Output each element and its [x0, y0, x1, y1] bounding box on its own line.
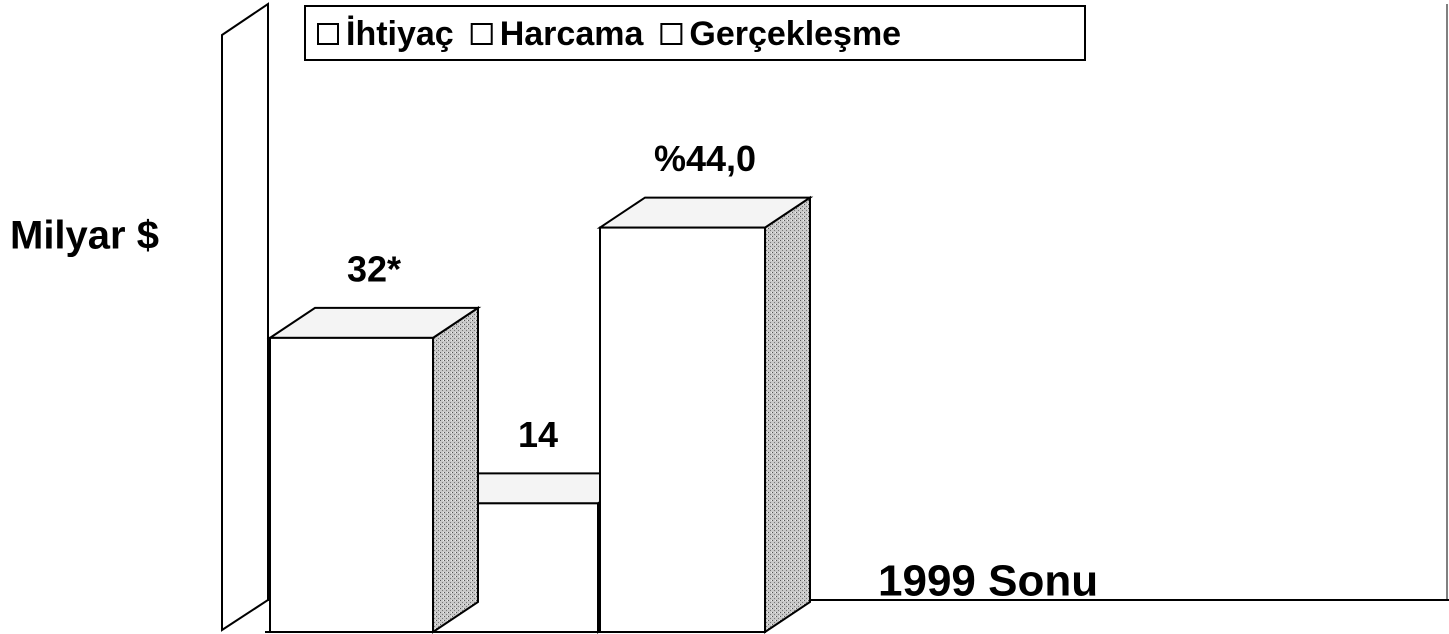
legend-swatch — [660, 23, 683, 45]
bar — [596, 195, 814, 634]
x-tick-label: 1999 Sonu — [878, 557, 1098, 606]
data-label: %44,0 — [654, 138, 756, 179]
bar-side — [764, 195, 811, 634]
legend-label: İhtiyaç — [346, 15, 454, 53]
bar-side — [432, 306, 479, 634]
legend — [304, 5, 1086, 61]
legend-swatch — [470, 23, 493, 45]
bar-front — [599, 226, 766, 634]
legend-label: Gerçekleşme — [689, 15, 901, 53]
legend-swatch — [317, 23, 339, 45]
data-label: 14 — [518, 414, 558, 455]
bar — [266, 306, 482, 634]
y-axis-label: Milyar $ — [10, 214, 159, 258]
legend-label: Harcama — [500, 15, 645, 53]
legend-items: İhtiyaç Harcama Gerçekleşme — [317, 15, 901, 53]
bars: 14 32* %44,0 — [266, 138, 814, 634]
bar-front — [269, 336, 434, 633]
data-label: 32* — [347, 248, 401, 289]
side-wall — [221, 2, 269, 632]
